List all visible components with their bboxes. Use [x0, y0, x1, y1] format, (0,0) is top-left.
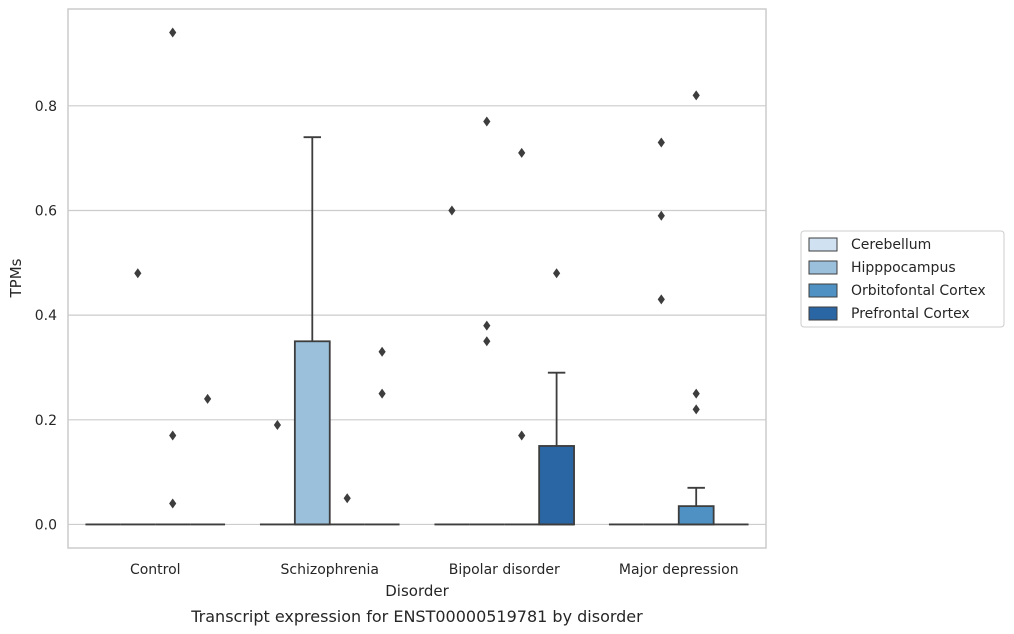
- x-tick-labels: Control Schizophrenia Bipolar disorder Majo…: [130, 562, 739, 578]
- box-orbitofontal-cortex: [504, 147, 540, 526]
- box-orbitofontal-cortex: [329, 493, 365, 526]
- box-orbitofontal-cortex: [677, 90, 715, 526]
- y-tick-label: 0.4: [35, 308, 57, 324]
- y-tick-label: 0.0: [35, 517, 57, 533]
- outlier-point: [169, 27, 177, 38]
- legend: Cerebellum Hipppocampus Orbitofontal Corte…: [800, 230, 1005, 328]
- outlier-point: [483, 116, 491, 127]
- chart-caption: Transcript expression for ENST0000051978…: [190, 607, 643, 626]
- box-cerebellum: [434, 205, 470, 526]
- box-hipppocampus: [643, 137, 679, 526]
- y-tick-label: 0.6: [35, 203, 57, 219]
- outlier-point: [553, 268, 561, 279]
- x-axis-label: Disorder: [385, 582, 449, 600]
- box-body: [677, 505, 715, 526]
- y-tick-label: 0.8: [35, 99, 57, 115]
- box-hipppocampus: [469, 116, 505, 526]
- box-hipppocampus: [120, 268, 156, 526]
- legend-label: Orbitofontal Cortex: [851, 283, 986, 299]
- outlier-point: [134, 268, 142, 279]
- plot-frame: [67, 8, 767, 549]
- legend-label: Cerebellum: [851, 237, 931, 253]
- outlier-point: [692, 404, 700, 415]
- outlier-point: [273, 420, 281, 431]
- x-tick-label: Major depression: [619, 562, 739, 578]
- boxes: [85, 27, 749, 526]
- y-tick-labels: 0.0 0.2 0.4 0.6 0.8: [35, 99, 57, 534]
- outlier-point: [657, 210, 665, 221]
- outlier-point: [204, 393, 212, 404]
- box-orbitofontal-cortex: [155, 27, 191, 526]
- x-tick-label: Control: [130, 562, 181, 578]
- y-axis-label: TPMs: [7, 258, 25, 298]
- legend-swatch: [808, 306, 838, 321]
- legend-swatch: [808, 283, 838, 298]
- legend-label: Prefrontal Cortex: [851, 306, 970, 322]
- box-body: [538, 445, 575, 526]
- outlier-point: [483, 336, 491, 347]
- outlier-point: [518, 147, 526, 158]
- box-prefrontal-cortex: [364, 346, 400, 526]
- legend-swatch: [808, 260, 838, 275]
- box-prefrontal-cortex: [538, 268, 575, 526]
- legend-label: Hipppocampus: [851, 260, 956, 276]
- outlier-point: [378, 346, 386, 357]
- legend-items: Cerebellum Hipppocampus Orbitofontal Corte…: [808, 237, 986, 322]
- box-body: [293, 340, 331, 526]
- outlier-point: [657, 137, 665, 148]
- outlier-point: [378, 388, 386, 399]
- box-prefrontal-cortex: [190, 393, 226, 526]
- outlier-point: [692, 90, 700, 101]
- outlier-point: [448, 205, 456, 216]
- outlier-point: [657, 294, 665, 305]
- gridlines: [68, 105, 766, 526]
- outlier-point: [518, 430, 526, 441]
- outlier-point: [169, 430, 177, 441]
- outlier-point: [692, 388, 700, 399]
- x-tick-label: Schizophrenia: [281, 562, 379, 578]
- y-tick-label: 0.2: [35, 413, 57, 429]
- legend-swatch: [808, 237, 838, 252]
- box-hipppocampus: [293, 136, 331, 526]
- box-cerebellum: [259, 420, 295, 526]
- legend-frame: [800, 230, 1005, 328]
- outlier-point: [343, 493, 351, 504]
- outlier-point: [483, 320, 491, 331]
- x-tick-label: Bipolar disorder: [449, 562, 560, 578]
- outlier-point: [169, 498, 177, 509]
